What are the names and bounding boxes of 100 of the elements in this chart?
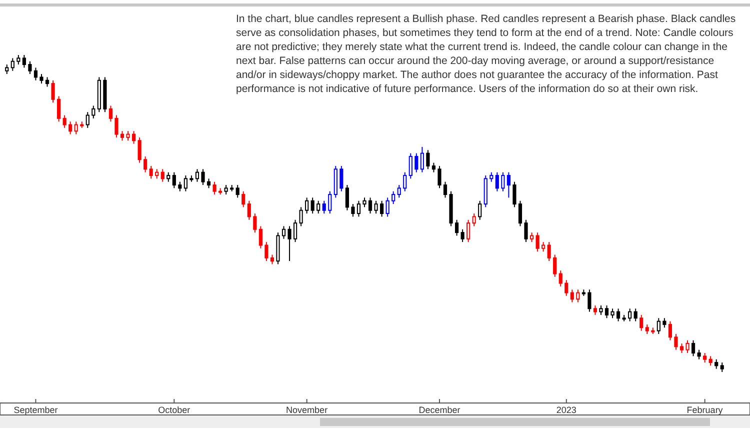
candlestick — [403, 172, 407, 192]
candlestick — [224, 184, 228, 195]
annotation: In the chart, blue candles represent a Bullish phase. Red candles represent a Bearish phase. Black candles serve as consolidation phases, but sometimes they tend to form at the end of a trend. Note: Candle colours are not predictive; they merely state what the current trend is. Indeed, the candle colour can change in the next bar. False patterns can occur around the 200-day moving average, or around a support/resistance and/or in sideways/choppy market. The author does not guarantee the accuracy of the information. Past performance is not indicative of future performance. Users of the information do so at their own risk. — [236, 13, 736, 95]
candlestick — [374, 200, 378, 214]
candlestick — [656, 318, 660, 334]
candlestick — [708, 356, 712, 366]
candlestick — [714, 358, 718, 370]
candlestick — [293, 219, 298, 243]
candlestick — [258, 226, 262, 249]
candlestick — [680, 342, 684, 354]
candlestick — [45, 76, 50, 88]
candlestick — [460, 228, 464, 243]
candlestick — [426, 150, 430, 170]
candlestick — [604, 304, 609, 319]
candlestick — [305, 197, 309, 214]
candlestick — [316, 200, 320, 214]
candlestick — [5, 64, 9, 75]
candlestick — [368, 197, 372, 214]
candlestick — [270, 254, 274, 265]
x-tick-label: 2023 — [556, 405, 576, 415]
candlestick — [564, 280, 568, 296]
candlestick — [478, 200, 482, 220]
candlestick — [351, 203, 355, 218]
candlestick — [28, 60, 32, 75]
candlestick — [697, 349, 701, 360]
candlestick — [501, 172, 505, 192]
candlestick — [10, 58, 14, 72]
candlestick — [172, 172, 176, 189]
x-tick-label: October — [158, 405, 190, 415]
candlestick — [570, 289, 574, 303]
candlestick — [57, 96, 61, 122]
candlestick — [144, 156, 148, 173]
x-tick-label: December — [418, 405, 460, 415]
candlestick — [86, 112, 90, 128]
candlestick — [120, 130, 124, 142]
candlestick — [634, 308, 638, 322]
candlestick — [138, 136, 142, 164]
candlestick — [68, 121, 72, 135]
candlestick — [74, 121, 78, 135]
candlestick — [616, 308, 620, 322]
candlestick — [166, 172, 170, 182]
candlestick — [178, 181, 182, 192]
candlestick — [588, 289, 592, 312]
candlestick — [242, 190, 246, 208]
x-tick-label: September — [14, 405, 58, 415]
candlestick — [282, 226, 286, 240]
candlestick — [16, 54, 20, 66]
candlestick — [645, 324, 649, 334]
candlestick — [547, 242, 551, 262]
candlestick — [414, 152, 418, 173]
candlestick — [518, 200, 522, 227]
candlestick — [628, 308, 632, 322]
candlestick — [674, 333, 678, 350]
candlestick — [536, 232, 540, 252]
candlestick — [92, 105, 96, 119]
candlestick — [420, 146, 424, 173]
candlestick — [472, 213, 476, 227]
candlestick — [340, 165, 344, 192]
candlestick — [593, 304, 598, 316]
candlestick — [610, 308, 614, 319]
candlestick — [386, 197, 390, 218]
candlestick — [686, 340, 690, 354]
candlestick — [155, 168, 159, 180]
candlestick — [345, 184, 349, 211]
candlestick — [691, 340, 696, 357]
candlestick — [160, 168, 164, 182]
candlestick — [530, 232, 534, 243]
candlestick — [322, 200, 326, 214]
candlestick — [362, 197, 366, 208]
candlestick — [184, 174, 188, 192]
candlestick — [542, 242, 546, 252]
candlestick — [506, 172, 510, 198]
candlestick — [328, 190, 332, 214]
candlestick — [662, 318, 666, 328]
candlestick — [299, 206, 303, 227]
x-tick-label: November — [286, 405, 328, 415]
candlestick — [668, 320, 672, 341]
candlestick — [454, 219, 459, 236]
candlestick — [599, 304, 603, 316]
candlestick — [432, 162, 436, 173]
candlestick — [51, 80, 55, 104]
candlestick — [201, 168, 205, 186]
candlestick — [438, 165, 442, 189]
candlestick — [132, 130, 136, 144]
candlestick — [195, 168, 200, 182]
candlestick — [408, 152, 412, 180]
candlestick — [114, 114, 118, 138]
candlestick — [206, 178, 211, 189]
candlestick — [310, 197, 314, 214]
candlestick — [524, 219, 528, 243]
candlestick — [288, 226, 292, 262]
candlestick — [236, 184, 240, 198]
candlestick — [264, 242, 268, 262]
x-tick-label: February — [686, 405, 724, 415]
candlestick — [62, 114, 66, 128]
candlestick — [253, 213, 257, 234]
candlestick — [720, 362, 724, 372]
candlestick — [576, 289, 580, 303]
candlestick — [22, 54, 26, 68]
candlestick — [392, 190, 396, 204]
